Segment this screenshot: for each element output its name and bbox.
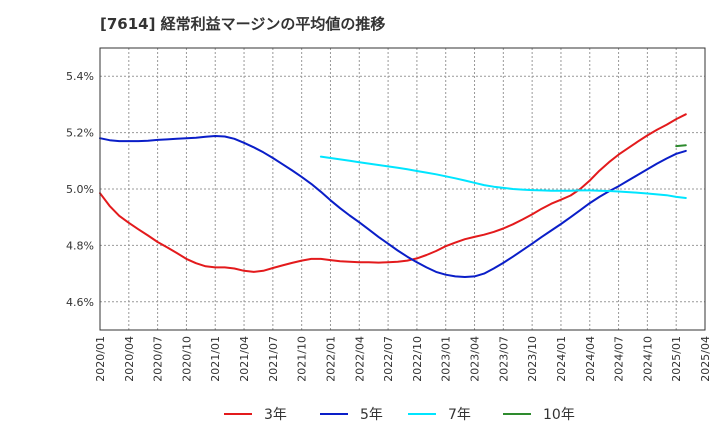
- x-tick-label: 2025/01: [670, 336, 683, 382]
- legend-label: 5年: [360, 407, 383, 423]
- x-tick-label: 2024/01: [555, 336, 568, 382]
- chart-title: [7614] 経常利益マージンの平均値の推移: [100, 15, 385, 33]
- x-tick-label: 2020/01: [94, 336, 107, 382]
- x-tick-label: 2024/07: [613, 336, 626, 382]
- x-tick-label: 2025/04: [699, 336, 712, 382]
- legend-label: 7年: [448, 407, 471, 423]
- x-tick-label: 2022/01: [324, 336, 337, 382]
- x-tick-label: 2022/04: [353, 336, 366, 382]
- series-line: [99, 113, 687, 273]
- series-line: [99, 135, 687, 278]
- x-tick-label: 2023/04: [469, 336, 482, 382]
- legend: 3年 5年 7年 10年: [224, 407, 575, 423]
- x-tick-label: 2020/10: [180, 336, 193, 382]
- legend-label: 3年: [264, 407, 287, 423]
- x-tick-label: 2020/04: [123, 336, 136, 382]
- series-line: [675, 144, 687, 148]
- x-tick-label: 2024/04: [584, 336, 597, 382]
- y-tick-label: 5.0%: [66, 183, 94, 196]
- x-tick-label: 2022/10: [411, 336, 424, 382]
- x-tick-label: 2023/07: [497, 336, 510, 382]
- y-tick-label: 5.2%: [66, 127, 94, 140]
- plot-border: [99, 47, 706, 331]
- series-line: [319, 155, 687, 199]
- y-axis: 4.6% 4.8% 5.0% 5.2% 5.4%: [66, 70, 94, 309]
- y-tick-label: 5.4%: [66, 70, 94, 83]
- y-gridlines: [100, 75, 705, 303]
- y-tick-label: 4.6%: [66, 296, 94, 309]
- x-tick-label: 2023/01: [440, 336, 453, 382]
- x-tick-label: 2021/01: [209, 336, 222, 382]
- plot-area: [99, 47, 706, 331]
- x-tick-label: 2021/10: [296, 336, 309, 382]
- x-tick-label: 2022/07: [382, 336, 395, 382]
- x-tick-label: 2023/10: [526, 336, 539, 382]
- x-axis: 2020/01 2020/04 2020/07 2020/10 2021/01 2021/…: [94, 336, 712, 382]
- series-lines: [99, 113, 687, 278]
- x-tick-label: 2021/07: [267, 336, 280, 382]
- x-tick-label: 2021/04: [238, 336, 251, 382]
- x-tick-label: 2020/07: [152, 336, 165, 382]
- y-tick-label: 4.8%: [66, 239, 94, 252]
- x-tick-label: 2024/10: [641, 336, 654, 382]
- legend-label: 10年: [543, 407, 575, 423]
